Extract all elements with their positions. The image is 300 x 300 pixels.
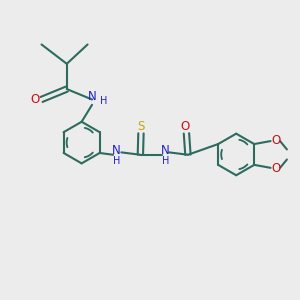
Text: S: S	[137, 120, 145, 133]
Text: O: O	[30, 93, 40, 106]
Text: O: O	[271, 134, 280, 147]
Text: O: O	[180, 120, 190, 133]
Text: H: H	[162, 156, 169, 166]
Text: N: N	[112, 144, 121, 158]
Text: N: N	[161, 144, 170, 158]
Text: N: N	[88, 90, 97, 103]
Text: H: H	[100, 96, 107, 106]
Text: H: H	[113, 156, 120, 166]
Text: O: O	[271, 162, 280, 175]
